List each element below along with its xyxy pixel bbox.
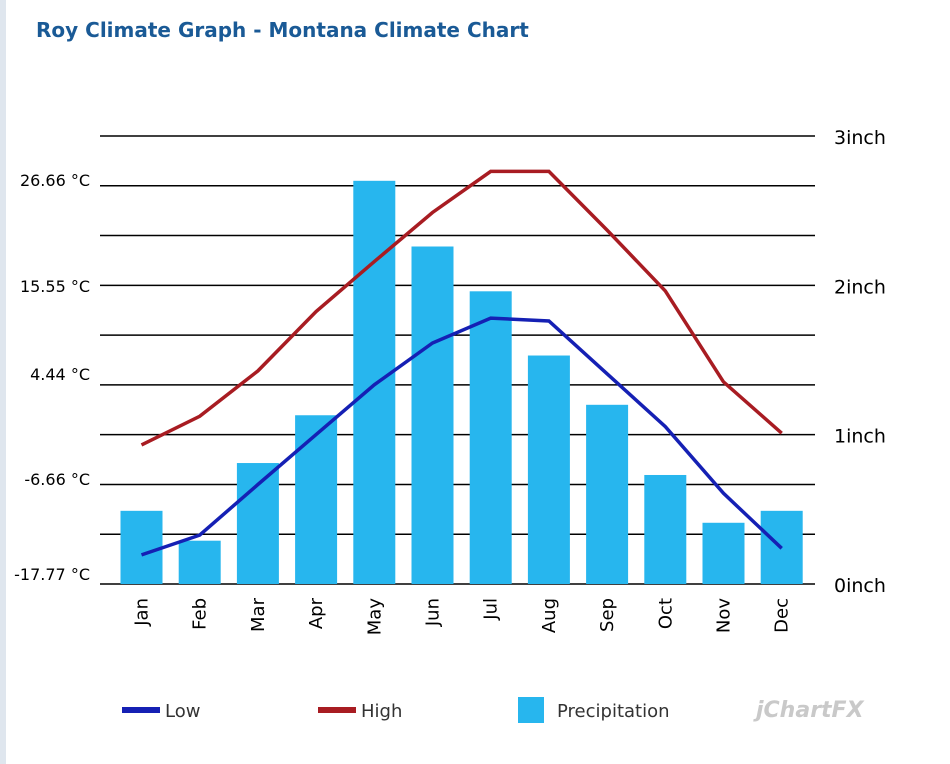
category-label: Jan [132, 598, 153, 627]
legend-label: Low [165, 701, 200, 722]
brand-logo: jChartFX [756, 698, 864, 723]
category-label: Jul [481, 598, 502, 621]
right-axis-ticks: 3inch 2inch 1inch 0inch [834, 127, 886, 597]
precipitation-bar [644, 474, 687, 584]
legend: Low High Precipitation [122, 697, 670, 723]
left-edge-strip [0, 0, 6, 764]
precipitation-bar [120, 510, 163, 584]
category-label: Apr [306, 597, 327, 629]
high-legend-swatch [318, 707, 356, 713]
legend-label: High [361, 701, 402, 722]
low-temperature-line [140, 316, 783, 557]
category-label: Feb [190, 598, 211, 630]
precipitation-bar [411, 246, 454, 585]
category-label: Aug [539, 598, 560, 633]
category-label: Nov [714, 598, 735, 633]
precipitation-bar [295, 415, 338, 584]
precipitation-bar [527, 355, 570, 584]
category-label: Dec [772, 598, 793, 633]
precipitation-bar [178, 540, 221, 584]
left-axis-tick-label: -17.77 °C [14, 565, 90, 584]
category-label: May [364, 598, 385, 636]
category-label: Sep [597, 598, 618, 632]
precipitation-legend-swatch [518, 697, 544, 723]
precipitation-bar [586, 404, 629, 584]
right-axis-tick-label: 3inch [834, 127, 886, 149]
legend-label: Precipitation [557, 701, 670, 722]
left-axis-ticks: 26.66 °C 15.55 °C 4.44 °C -6.66 °C -17.77 °C [14, 171, 90, 584]
chart-title: Roy Climate Graph - Montana Climate Char… [36, 18, 529, 42]
precipitation-bar [353, 180, 396, 585]
low-legend-swatch [122, 707, 160, 713]
precipitation-bar [236, 463, 279, 584]
right-axis-tick-label: 0inch [834, 575, 886, 597]
left-axis-tick-label: 26.66 °C [20, 171, 90, 190]
left-axis-tick-label: 15.55 °C [20, 277, 90, 296]
left-axis-tick-label: 4.44 °C [30, 365, 90, 384]
category-label: Mar [248, 597, 269, 632]
precipitation-bar [702, 522, 745, 584]
right-axis-tick-label: 1inch [834, 426, 886, 448]
category-label: Jun [423, 598, 444, 627]
right-axis-tick-label: 2inch [834, 276, 886, 298]
gridlines [100, 135, 815, 585]
precipitation-bars [120, 180, 803, 585]
precipitation-bar [469, 291, 512, 584]
temperature-lines [140, 169, 783, 557]
high-temperature-line [140, 169, 783, 447]
left-axis-tick-label: -6.66 °C [24, 470, 90, 489]
category-labels: Jan Feb Mar Apr May Jun Jul Aug Sep Oct Nov Dec [132, 597, 793, 635]
category-label: Oct [655, 598, 676, 629]
